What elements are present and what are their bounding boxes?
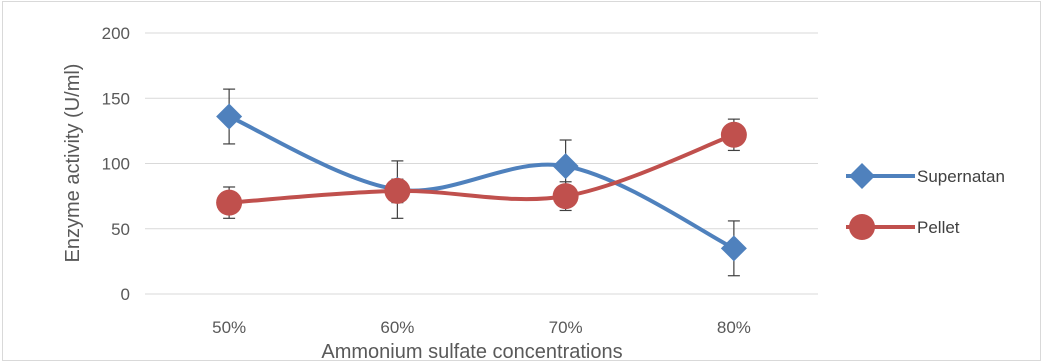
data-point-supernatan <box>720 235 747 262</box>
y-tick-label: 100 <box>102 155 130 174</box>
y-axis-ticks: 0 50 100 150 200 <box>102 24 130 304</box>
gridlines <box>145 32 818 295</box>
data-markers <box>216 103 747 262</box>
x-tick-label: 60% <box>380 318 414 337</box>
x-axis-ticks: 50% 60% 70% 80% <box>212 318 751 337</box>
data-point-pellet <box>720 121 747 148</box>
series-line-supernatan <box>227 114 736 251</box>
data-point-supernatan <box>216 103 243 130</box>
y-tick-label: 150 <box>102 89 130 108</box>
x-tick-label: 70% <box>549 318 583 337</box>
error-bars <box>223 88 740 277</box>
series-line-pellet <box>227 132 736 205</box>
x-tick-label: 80% <box>717 318 751 337</box>
x-tick-label: 50% <box>212 318 246 337</box>
y-tick-label: 50 <box>111 220 130 239</box>
y-axis-title: Enzyme activity (U/ml) <box>62 64 84 263</box>
legend: Supernatan Pellet <box>846 163 1005 240</box>
data-point-pellet <box>552 183 579 210</box>
data-point-supernatan <box>552 153 579 180</box>
legend-marker <box>849 163 875 189</box>
legend-label: Pellet <box>917 218 960 237</box>
y-tick-label: 200 <box>102 24 130 43</box>
data-point-pellet <box>216 189 243 216</box>
legend-label: Supernatan <box>917 167 1005 186</box>
y-tick-label: 0 <box>121 285 130 304</box>
x-axis-title: Ammonium sulfate concentrations <box>321 341 622 363</box>
data-point-pellet <box>384 177 411 204</box>
series-lines <box>227 114 736 251</box>
legend-marker <box>849 214 875 240</box>
